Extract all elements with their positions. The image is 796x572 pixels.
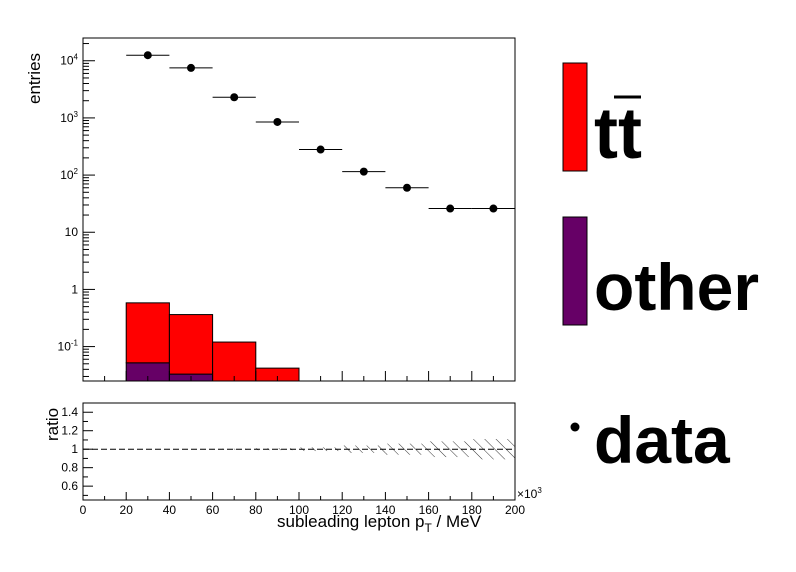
main-y-tick-label: 102 (60, 167, 78, 182)
legend-entry-tt: tt (562, 62, 642, 174)
histogram-bar-tt (212, 341, 257, 381)
legend-swatch-other (562, 216, 588, 326)
legend: tt other data (562, 62, 759, 477)
data-point (489, 204, 498, 213)
main-y-tick-label: 10 (65, 225, 79, 239)
data-point (273, 117, 282, 126)
x-tick-label: 20 (120, 503, 134, 517)
x-tick-label: 200 (505, 503, 525, 517)
main-y-tick-labels: 10-1 1 10 102 103 104 (58, 53, 79, 354)
data-point (143, 51, 152, 60)
legend-marker-data (570, 422, 580, 432)
x-axis-title: subleading lepton pT / MeV (277, 512, 482, 535)
legend-swatch-tt (562, 62, 588, 172)
x-tick-labels: 0 20 40 60 80 100 120 140 160 180 200 (80, 503, 526, 517)
x-tick-label: 80 (249, 503, 263, 517)
ratio-panel: 0.6 0.8 1 1.2 1.4 0 20 40 60 80 100 120 140 160 180 20… (43, 402, 542, 535)
data-point (230, 93, 239, 102)
legend-label-tt: tt (594, 94, 642, 174)
data-points (126, 51, 515, 213)
main-y-tick-label: 104 (60, 53, 78, 68)
main-y-axis-title: entries (25, 53, 44, 104)
data-point (316, 145, 325, 154)
main-y-tick-label: 103 (60, 110, 78, 125)
histogram-bar-tt (125, 302, 170, 364)
ratio-uncertainty-band (428, 441, 472, 458)
data-point (187, 63, 195, 72)
x-tick-label: 40 (163, 503, 177, 517)
x-tick-label: 140 (375, 503, 395, 517)
ratio-y-tick-label: 1.4 (61, 405, 78, 419)
ratio-y-tick-label: 0.8 (61, 461, 78, 475)
main-axis-ticks (82, 43, 516, 381)
data-point (446, 204, 455, 213)
legend-entry-other: other (562, 216, 759, 326)
x-tick-label: 60 (206, 503, 220, 517)
main-y-tick-label: 1 (71, 282, 78, 296)
ratio-uncertainty-band (212, 448, 256, 450)
histogram-bar-tt (168, 314, 214, 375)
ratio-y-tick-label: 0.6 (61, 479, 78, 493)
ratio-y-tick-labels: 0.6 0.8 1 1.2 1.4 (61, 405, 78, 493)
ratio-y-axis-title: ratio (43, 408, 62, 441)
ratio-axis-ticks (82, 411, 516, 500)
x-tick-label: 180 (462, 503, 482, 517)
data-point (359, 167, 368, 176)
legend-entry-data: data (570, 403, 731, 477)
main-panel: 10-1 1 10 102 103 104 entries (25, 37, 516, 382)
data-point (403, 183, 411, 192)
x-tick-label: 160 (419, 503, 439, 517)
main-y-tick-label: 10-1 (58, 339, 79, 354)
legend-label-data: data (594, 403, 731, 477)
legend-label-other: other (594, 250, 759, 324)
ratio-y-tick-label: 1 (71, 442, 78, 456)
ratio-content (83, 439, 515, 460)
x-tick-label: 0 (80, 503, 87, 517)
x-tick-label: 120 (332, 503, 352, 517)
x-tick-label: 100 (289, 503, 309, 517)
ratio-y-tick-label: 1.2 (61, 424, 78, 438)
x-axis-multiplier: ×103 (517, 486, 542, 501)
